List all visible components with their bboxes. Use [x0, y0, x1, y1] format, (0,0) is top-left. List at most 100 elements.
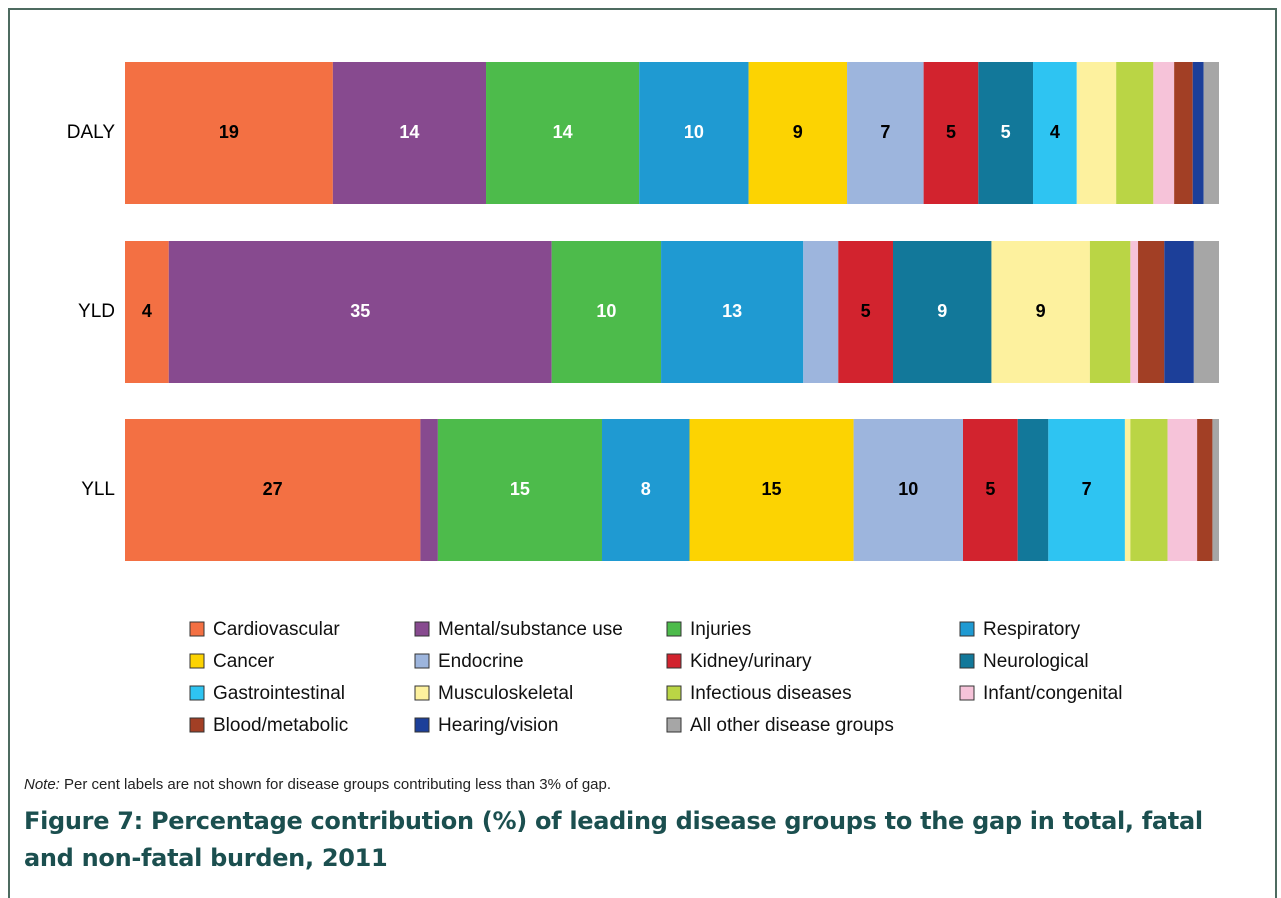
- category-label: YLD: [78, 301, 115, 322]
- bar-segment: [748, 62, 848, 204]
- data-label: 35: [350, 301, 370, 321]
- legend-label: Blood/metabolic: [213, 715, 348, 736]
- legend-swatch: [414, 653, 430, 669]
- bar-segment: [1138, 241, 1165, 383]
- legend-swatch: [666, 621, 682, 637]
- legend-swatch: [666, 717, 682, 733]
- note: Note: Per cent labels are not shown for …: [24, 776, 611, 793]
- bar-segment: [1197, 419, 1213, 561]
- data-label: 27: [263, 479, 283, 499]
- data-label: 19: [219, 122, 239, 142]
- legend-label: All other disease groups: [690, 715, 894, 736]
- data-label: 8: [641, 479, 651, 499]
- data-label: 9: [793, 122, 803, 142]
- data-label: 5: [1001, 122, 1011, 142]
- bar-segment: [125, 419, 421, 561]
- data-label: 14: [399, 122, 419, 142]
- bar-segment: [1124, 419, 1131, 561]
- category-label: YLL: [81, 479, 115, 500]
- bar-segment: [991, 241, 1090, 383]
- legend-swatch: [959, 621, 975, 637]
- bar-segment: [1203, 62, 1219, 204]
- bar-segment: [1130, 419, 1168, 561]
- legend-swatch: [189, 717, 205, 733]
- data-label: 9: [937, 301, 947, 321]
- bar-segment: [1033, 62, 1077, 204]
- legend-swatch: [959, 653, 975, 669]
- frame: [8, 8, 1277, 898]
- legend-label: Injuries: [690, 619, 751, 640]
- bar-segment: [437, 419, 602, 561]
- legend-label: Neurological: [983, 651, 1089, 672]
- data-label: 4: [1050, 122, 1060, 142]
- data-label: 7: [1082, 479, 1092, 499]
- data-label: 9: [1036, 301, 1046, 321]
- data-label: 7: [880, 122, 890, 142]
- bar-segment: [601, 419, 690, 561]
- legend-label: Musculoskeletal: [438, 683, 573, 704]
- bar-segment: [978, 62, 1034, 204]
- bar-segment: [847, 62, 924, 204]
- legend-label: Respiratory: [983, 619, 1081, 640]
- data-label: 10: [898, 479, 918, 499]
- legend-label: Cancer: [213, 651, 275, 672]
- data-label: 4: [142, 301, 152, 321]
- data-label: 5: [861, 301, 871, 321]
- bar-segment: [689, 419, 854, 561]
- bar-segment: [1130, 241, 1139, 383]
- bar-segment: [1167, 419, 1198, 561]
- bar-segment: [803, 241, 839, 383]
- bar-segment: [639, 62, 749, 204]
- bar-segment: [1017, 419, 1049, 561]
- bar-segment: [1212, 419, 1219, 561]
- data-label: 10: [684, 122, 704, 142]
- bar-segment: [1164, 241, 1194, 383]
- bar-segment: [1193, 241, 1219, 383]
- data-label: 15: [762, 479, 782, 499]
- bar-segment: [125, 62, 333, 204]
- legend-swatch: [414, 717, 430, 733]
- bar-segment: [125, 241, 169, 383]
- legend-swatch: [666, 685, 682, 701]
- legend-label: Infectious diseases: [690, 683, 852, 704]
- legend-swatch: [414, 621, 430, 637]
- legend-swatch: [666, 653, 682, 669]
- bar-segment: [923, 62, 979, 204]
- data-label: 10: [596, 301, 616, 321]
- legend-swatch: [414, 685, 430, 701]
- bar-segment: [332, 62, 487, 204]
- note-label: Note:: [24, 776, 60, 793]
- legend-label: Gastrointestinal: [213, 683, 345, 704]
- legend-swatch: [189, 653, 205, 669]
- legend-swatch: [959, 685, 975, 701]
- bar-segment: [1048, 419, 1125, 561]
- bar-segment: [1192, 62, 1204, 204]
- legend-label: Endocrine: [438, 651, 524, 672]
- legend-label: Mental/substance use: [438, 619, 623, 640]
- bar-segment: [892, 241, 992, 383]
- bar-segment: [1174, 62, 1193, 204]
- data-label: 5: [985, 479, 995, 499]
- legend-label: Hearing/vision: [438, 715, 558, 736]
- legend-label: Cardiovascular: [213, 619, 340, 640]
- legend-label: Infant/congenital: [983, 683, 1122, 704]
- data-label: 15: [510, 479, 530, 499]
- caption: Figure 7: Percentage contribution (%) of…: [24, 807, 1203, 872]
- bar-segment: [168, 241, 552, 383]
- data-label: 14: [553, 122, 573, 142]
- bar-segment: [1116, 62, 1154, 204]
- bar-segment: [1089, 241, 1131, 383]
- note-text: Per cent labels are not shown for diseas…: [64, 776, 612, 793]
- data-label: 5: [946, 122, 956, 142]
- bar-segment: [963, 419, 1018, 561]
- legend-label: Kidney/urinary: [690, 651, 812, 672]
- bar-segment: [551, 241, 662, 383]
- bar-segment: [1153, 62, 1175, 204]
- legend-swatch: [189, 685, 205, 701]
- category-label: DALY: [67, 122, 116, 143]
- bar-segment: [853, 419, 964, 561]
- bar-segment: [486, 62, 640, 204]
- bar-segment: [1076, 62, 1117, 204]
- data-label: 13: [722, 301, 742, 321]
